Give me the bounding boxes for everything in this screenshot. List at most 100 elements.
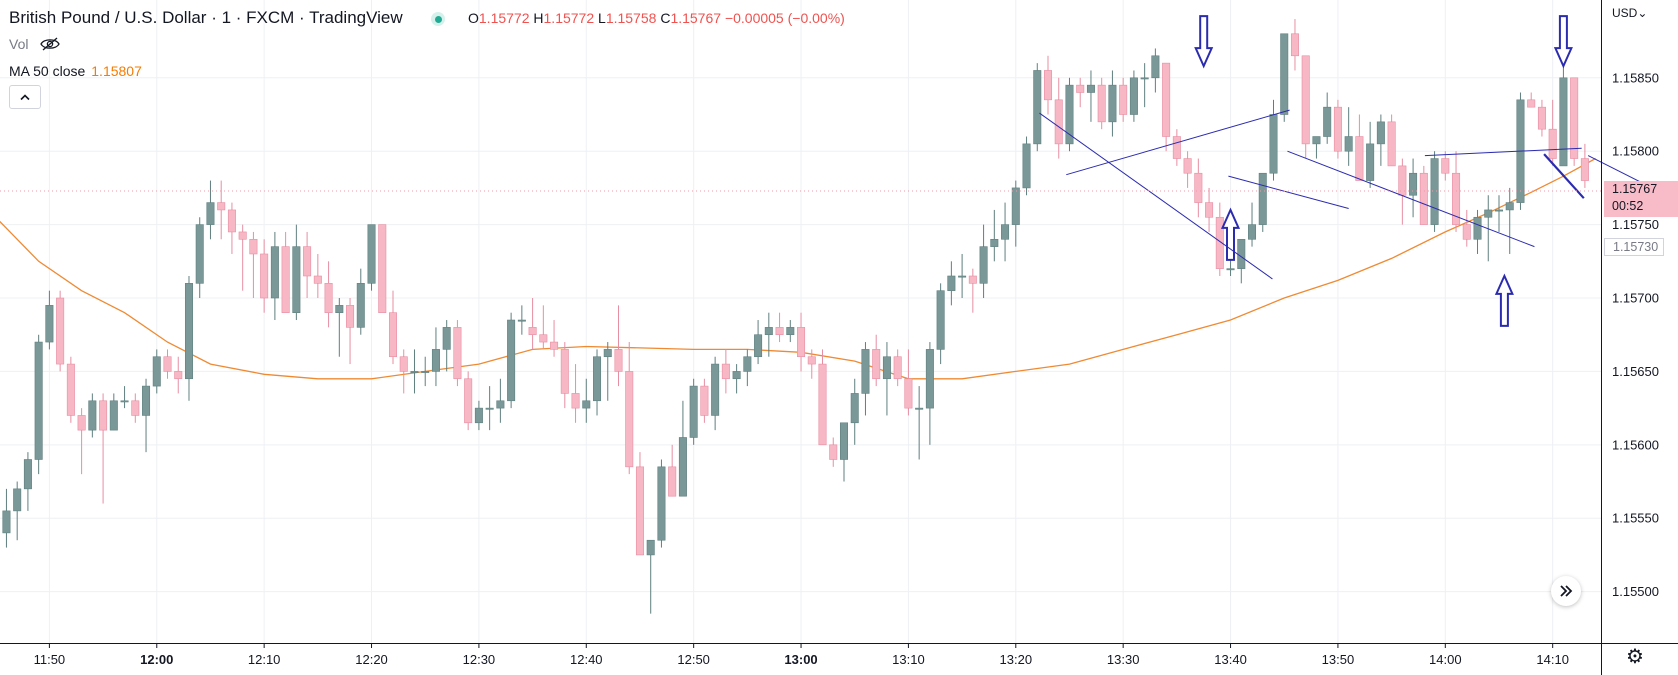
ma-indicator[interactable]: MA 50 close 1.15807: [9, 63, 142, 79]
candle-body: [1312, 136, 1321, 145]
currency-selector[interactable]: USD⌄: [1612, 6, 1647, 20]
candle-body: [936, 290, 945, 350]
candle-body: [1559, 77, 1568, 167]
candle-body: [1333, 106, 1342, 152]
candle-body: [1065, 84, 1074, 145]
candle-down: [77, 408, 86, 475]
candle-body: [174, 371, 183, 380]
candle-body: [818, 363, 827, 446]
candle-up: [474, 400, 483, 431]
candle-body: [786, 327, 795, 336]
candle-up: [88, 393, 97, 438]
candle-down: [66, 356, 75, 423]
candle-body: [614, 349, 623, 372]
x-tick-label: 12:10: [248, 652, 281, 667]
y-tick-label: 1.15750: [1612, 217, 1659, 232]
x-tick-label: 13:30: [1107, 652, 1140, 667]
open-value: 1.15772: [478, 10, 530, 26]
candle-body: [754, 334, 763, 358]
candle-body: [1215, 216, 1224, 269]
candle-up: [485, 386, 494, 431]
scroll-to-realtime-button[interactable]: [1551, 576, 1581, 606]
candle-body: [260, 253, 269, 299]
collapse-legend-button[interactable]: [9, 85, 41, 109]
candle-body: [303, 246, 312, 277]
candle-up: [754, 320, 763, 365]
symbol-title[interactable]: British Pound / U.S. Dollar · 1 · FXCM ·…: [9, 8, 403, 27]
candle-up: [947, 261, 956, 306]
candle-down: [1419, 165, 1428, 225]
x-tick-label: 13:40: [1214, 652, 1247, 667]
candle-body: [1580, 158, 1589, 181]
trend-line: [1066, 109, 1290, 176]
close-label: C: [660, 10, 671, 26]
candle-body: [1430, 158, 1439, 225]
candle-down: [807, 349, 816, 379]
candle-body: [1537, 106, 1546, 130]
eye-off-icon[interactable]: [40, 37, 61, 54]
candle-down: [464, 371, 473, 431]
last-price-value: 1.15767: [1612, 182, 1658, 196]
candle-body: [593, 356, 602, 402]
candle-up: [1494, 195, 1503, 232]
ma-price-tag: 1.15730: [1604, 238, 1664, 256]
candle-body: [206, 202, 215, 225]
candle-body: [367, 224, 376, 284]
candle-up: [421, 356, 430, 387]
candle-body: [1226, 268, 1235, 271]
change-value: −0.00005 (−0.00%): [724, 10, 845, 26]
candle-down: [389, 290, 398, 365]
candle-body: [1419, 172, 1428, 225]
candle-down: [1172, 129, 1181, 166]
candle-body: [947, 275, 956, 291]
candle-body: [1044, 70, 1053, 101]
candles: [2, 19, 1589, 614]
candle-up: [786, 320, 795, 343]
candle-body: [1570, 77, 1579, 159]
arrow-up-icon: [1494, 273, 1514, 327]
candle-down: [453, 320, 462, 387]
candle-body: [1001, 224, 1010, 240]
candle-up: [925, 342, 934, 445]
candle-body: [421, 371, 430, 373]
candle-body: [2, 510, 11, 534]
candle-body: [1076, 84, 1085, 93]
low-value: 1.15758: [605, 10, 657, 26]
candle-up: [152, 349, 161, 394]
candle-body: [1086, 84, 1095, 93]
candle-body: [539, 334, 548, 343]
x-tick-label: 12:00: [140, 652, 173, 667]
candle-body: [378, 224, 387, 313]
candle-up: [678, 400, 687, 497]
candle-body: [23, 459, 32, 490]
x-tick-label: 13:20: [1000, 652, 1033, 667]
candle-body: [625, 371, 634, 468]
candle-up: [270, 231, 279, 321]
candle-down: [550, 320, 559, 357]
candle-body: [979, 246, 988, 284]
candle-up: [1430, 151, 1439, 232]
candle-down: [378, 224, 387, 313]
candle-up: [356, 268, 365, 335]
candle-up: [1473, 209, 1482, 254]
candle-body: [442, 327, 451, 350]
candle-down: [1290, 19, 1299, 71]
market-status-icon: [431, 12, 445, 26]
candle-down: [1387, 114, 1396, 167]
chevron-up-icon: [20, 94, 30, 101]
candle-body: [1194, 172, 1203, 203]
candle-down: [313, 253, 322, 299]
candle-body: [13, 488, 22, 512]
currency-label: USD: [1612, 6, 1638, 20]
candle-up: [882, 342, 891, 416]
candle-up: [958, 253, 967, 299]
volume-indicator[interactable]: Vol: [9, 36, 61, 54]
x-tick-label: 13:10: [892, 652, 925, 667]
y-tick-label: 1.15700: [1612, 291, 1659, 306]
gear-icon[interactable]: ⚙: [1626, 646, 1644, 668]
candle-up: [517, 305, 526, 335]
y-tick-label: 1.15650: [1612, 364, 1659, 379]
candle-down: [872, 334, 881, 387]
grid: [0, 0, 1601, 643]
